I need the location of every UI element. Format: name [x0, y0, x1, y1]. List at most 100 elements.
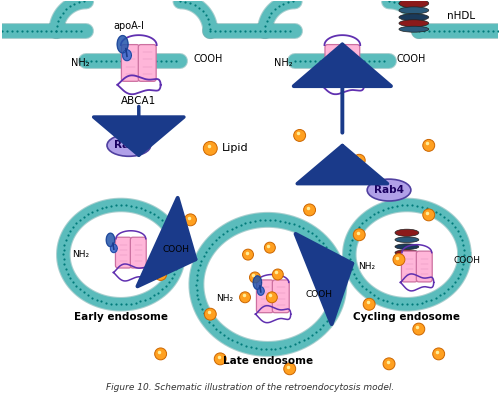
Point [174, 261, 182, 268]
Point [395, 0, 403, 6]
Point [56, 14, 64, 20]
Point [286, 220, 294, 226]
Text: Figure 10. Schematic illustration of the retroendocytosis model.: Figure 10. Schematic illustration of the… [106, 383, 394, 391]
Point [346, 256, 354, 262]
Point [346, 247, 354, 253]
Point [280, 218, 288, 225]
Point [165, 224, 173, 230]
Point [291, 341, 299, 347]
Circle shape [413, 323, 425, 335]
FancyBboxPatch shape [402, 251, 417, 282]
Point [158, 217, 166, 223]
Point [195, 5, 203, 11]
Point [98, 205, 106, 211]
Circle shape [204, 308, 216, 320]
Point [198, 306, 205, 312]
Point [172, 237, 180, 243]
Point [216, 28, 224, 35]
Point [370, 211, 378, 217]
Point [316, 326, 324, 332]
Point [137, 58, 145, 64]
Text: NH₂: NH₂ [274, 58, 292, 68]
Point [192, 287, 200, 293]
Text: Late endosome: Late endosome [223, 356, 313, 366]
Point [310, 58, 318, 64]
Point [304, 227, 312, 234]
Point [168, 228, 176, 235]
Point [384, 205, 392, 211]
Point [390, 0, 398, 5]
Circle shape [240, 292, 250, 303]
Point [366, 289, 374, 296]
Point [330, 58, 338, 64]
Point [8, 28, 16, 35]
Polygon shape [253, 276, 262, 289]
Point [350, 58, 358, 64]
Circle shape [272, 269, 283, 280]
Text: Rab4: Rab4 [374, 185, 404, 195]
Point [458, 237, 466, 243]
Point [72, 220, 80, 226]
Point [360, 58, 368, 64]
Point [332, 261, 340, 268]
Text: ABCA1: ABCA1 [121, 96, 156, 106]
Point [80, 289, 88, 296]
Point [238, 341, 246, 347]
Point [352, 228, 360, 234]
Circle shape [214, 353, 226, 365]
Ellipse shape [399, 7, 428, 14]
Point [231, 28, 239, 35]
Point [246, 219, 254, 225]
Point [132, 299, 140, 306]
Point [388, 203, 396, 210]
Point [72, 28, 80, 35]
Point [2, 28, 10, 35]
Ellipse shape [399, 26, 428, 32]
Point [54, 18, 62, 25]
FancyBboxPatch shape [342, 44, 359, 81]
Point [42, 28, 50, 35]
Point [224, 335, 232, 341]
Polygon shape [258, 287, 264, 295]
Point [194, 291, 202, 298]
Point [84, 211, 92, 217]
Point [460, 261, 468, 268]
Point [202, 249, 210, 255]
Point [52, 28, 60, 35]
Circle shape [184, 214, 196, 226]
Point [158, 286, 166, 293]
Point [484, 28, 492, 35]
Point [69, 279, 77, 285]
Point [279, 1, 287, 7]
FancyBboxPatch shape [122, 44, 140, 81]
Point [132, 58, 140, 64]
Text: COOH: COOH [194, 54, 223, 64]
Point [247, 344, 255, 350]
Point [191, 2, 199, 8]
Polygon shape [106, 233, 114, 247]
Point [98, 298, 106, 304]
Point [72, 283, 80, 289]
Point [62, 237, 70, 243]
Point [60, 251, 68, 258]
Point [340, 58, 348, 64]
Point [194, 296, 202, 303]
Ellipse shape [395, 244, 419, 249]
Point [432, 208, 440, 215]
Point [295, 223, 303, 229]
Point [312, 329, 320, 335]
Point [12, 28, 20, 35]
Point [474, 28, 482, 35]
Point [316, 237, 324, 243]
Text: COOH: COOH [162, 245, 190, 254]
Point [75, 0, 83, 6]
Point [102, 299, 110, 306]
FancyBboxPatch shape [256, 280, 274, 313]
Ellipse shape [395, 237, 419, 243]
Point [117, 58, 125, 64]
Text: COOH: COOH [397, 54, 426, 64]
Point [448, 220, 456, 227]
Point [352, 275, 360, 281]
Point [0, 28, 6, 35]
Text: NH₂: NH₂ [72, 250, 89, 259]
